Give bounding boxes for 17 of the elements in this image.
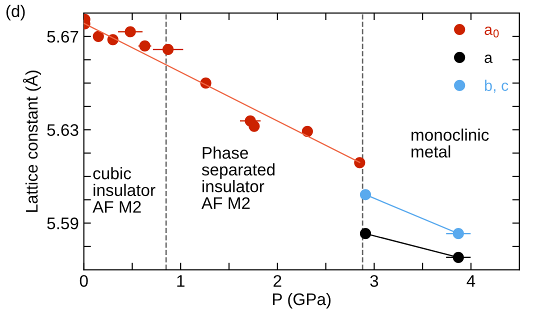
annotation: cubic insulator AF M2 bbox=[92, 167, 156, 213]
legend-label: b, c bbox=[485, 80, 508, 93]
y-tick-label: 5.63 bbox=[47, 124, 78, 136]
y-axis-title: Lattice constant (Å) bbox=[22, 70, 41, 212]
chart-title: (d) bbox=[6, 4, 25, 20]
x-tick-label: 1 bbox=[177, 275, 184, 287]
annotation: monoclinic metal bbox=[412, 128, 489, 158]
x-axis-title: P (GPa) bbox=[273, 292, 331, 308]
y-tick-label: 5.67 bbox=[47, 30, 78, 43]
y-tick-label: 5.59 bbox=[47, 218, 78, 230]
x-tick-label: 2 bbox=[274, 275, 282, 287]
legend-label: a$_{0}$ bbox=[484, 26, 499, 38]
x-tick-label: 0 bbox=[80, 275, 88, 287]
legend-label: a bbox=[484, 54, 493, 63]
x-tick-label: 4 bbox=[466, 275, 476, 287]
annotation: Phase separated insulator AF M2 bbox=[201, 146, 274, 209]
x-tick-label: 3 bbox=[370, 275, 378, 287]
